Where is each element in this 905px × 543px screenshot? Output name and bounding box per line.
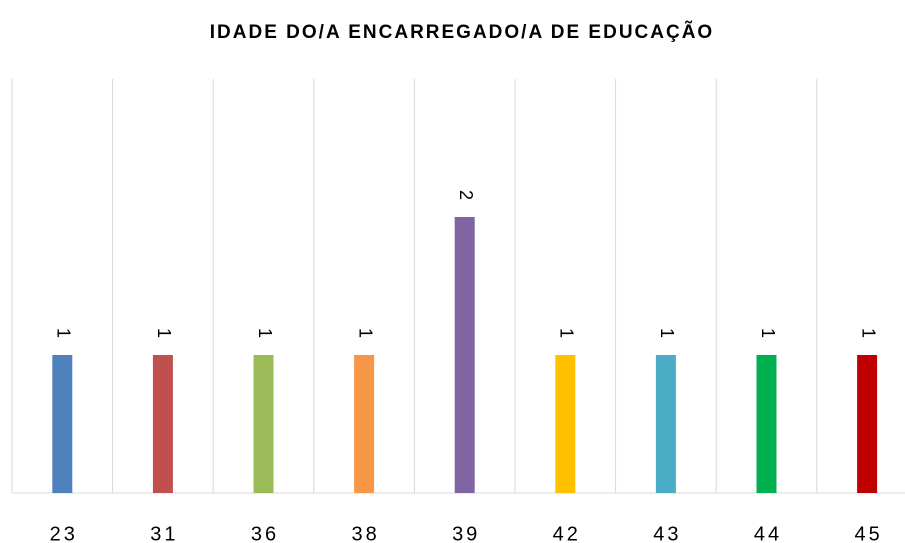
x-tick-label: 42 (553, 523, 581, 543)
data-label: 2 (456, 190, 476, 200)
x-tick-label: 36 (251, 523, 279, 543)
bar (756, 355, 777, 493)
x-tick-label: 39 (452, 523, 480, 543)
x-tick-label: 45 (854, 523, 882, 543)
bar (152, 355, 173, 493)
x-tick-label: 38 (351, 523, 379, 543)
data-label: 1 (858, 328, 878, 338)
bar (253, 355, 274, 493)
data-label: 1 (657, 328, 677, 338)
data-label: 1 (557, 328, 577, 338)
bar (454, 217, 475, 493)
bar (857, 355, 878, 493)
data-label: 1 (255, 328, 275, 338)
data-label: 1 (154, 328, 174, 338)
data-label: 1 (355, 328, 375, 338)
chart-title: IDADE DO/A ENCARREGADO/A DE EDUCAÇÃO (210, 21, 714, 43)
data-label: 1 (54, 328, 74, 338)
x-tick-label: 31 (150, 523, 178, 543)
x-tick-label: 44 (754, 523, 782, 543)
x-tick-label: 23 (50, 523, 78, 543)
bar (52, 355, 73, 493)
bar (655, 355, 676, 493)
bar (555, 355, 576, 493)
data-label: 1 (758, 328, 778, 338)
bar (354, 355, 375, 493)
x-tick-label: 43 (653, 523, 681, 543)
